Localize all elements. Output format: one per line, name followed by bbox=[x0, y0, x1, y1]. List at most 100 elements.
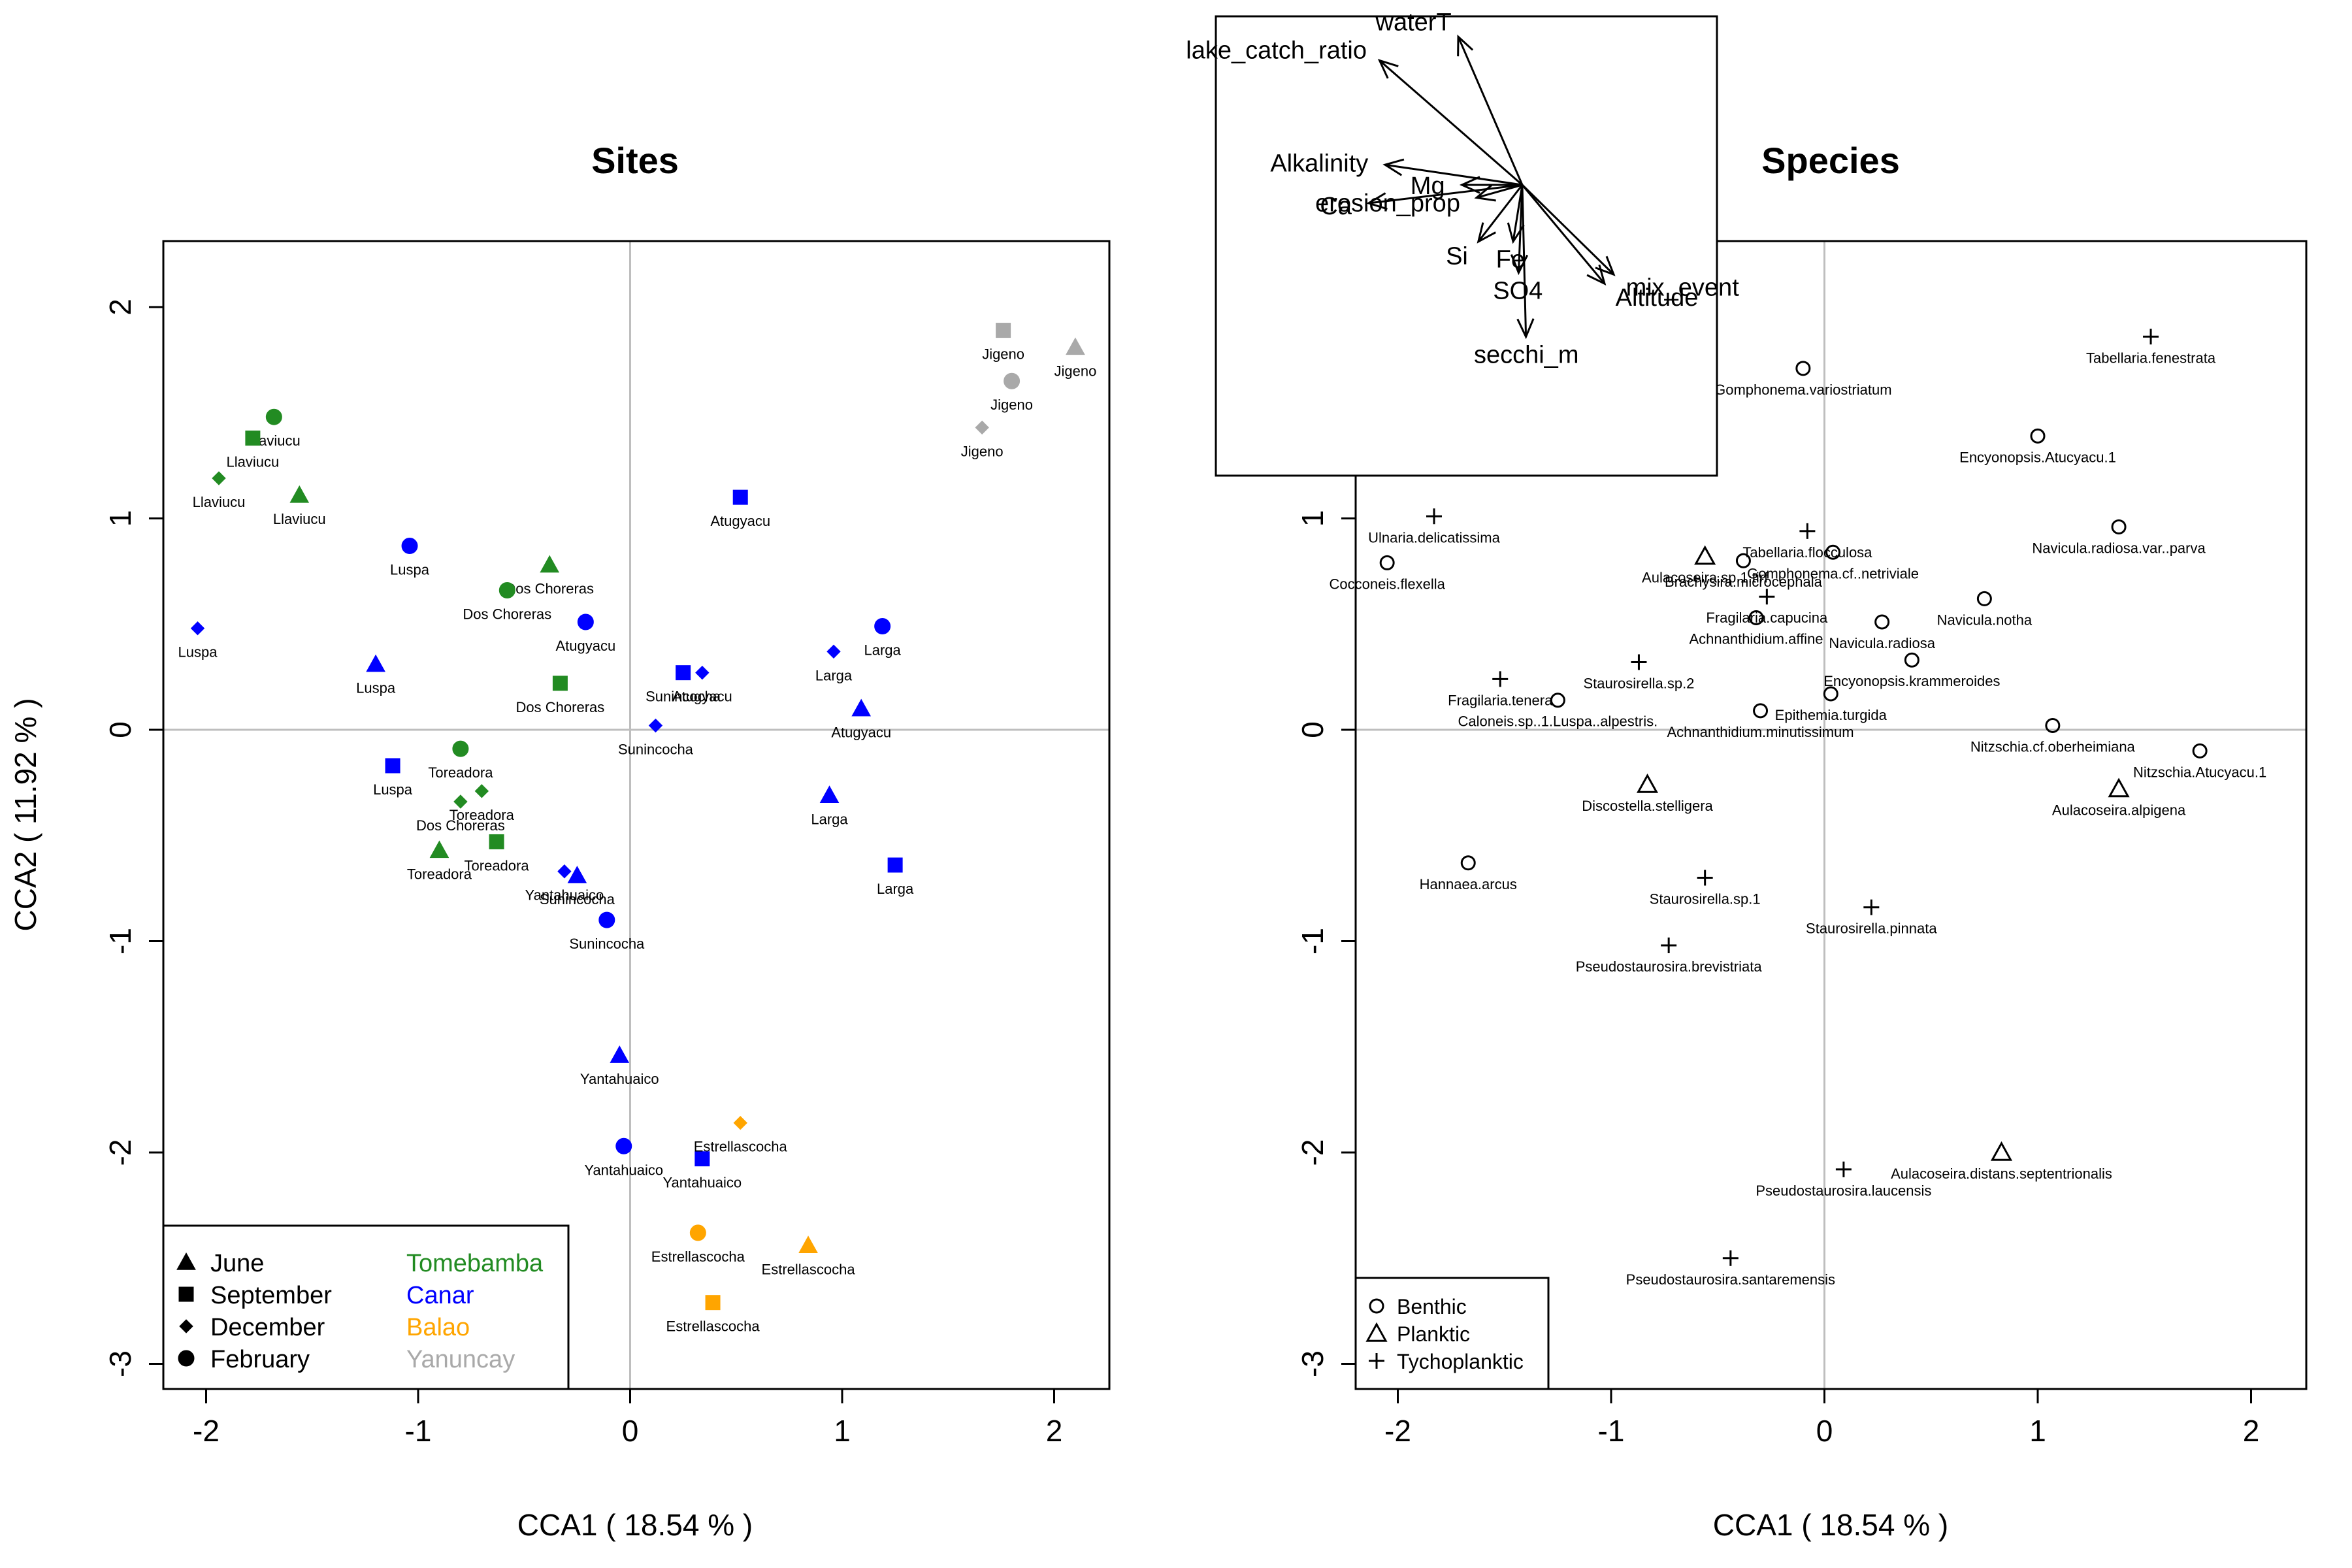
env-vector-arrowhead bbox=[1366, 192, 1388, 210]
legend-month-label: September bbox=[210, 1282, 332, 1309]
site-label: Sunincocha bbox=[618, 742, 694, 758]
site-label: Sunincocha bbox=[645, 689, 721, 705]
sites-y-tick-label: 0 bbox=[103, 721, 137, 738]
site-label: Yantahuaico bbox=[584, 1162, 663, 1178]
sites-x-tick-label: -2 bbox=[193, 1414, 220, 1448]
species-label: Tabellaria.flocculosa bbox=[1742, 544, 1872, 561]
species-marker bbox=[1976, 591, 1992, 606]
species-point: Tabellaria.fenestrata bbox=[2086, 329, 2216, 366]
env-vector-label: Mg bbox=[1411, 172, 1445, 200]
species-marker bbox=[1460, 855, 1476, 871]
environmental-biplot-inset: waterT lake_catch_ratio Alkalinity Ca Mgeros… bbox=[1186, 8, 1739, 477]
site-label: Larga bbox=[877, 881, 914, 897]
site-marker bbox=[874, 617, 891, 634]
site-label: Dos Choreras bbox=[516, 699, 605, 715]
site-marker bbox=[1004, 372, 1021, 389]
site-label: Atugyacu bbox=[710, 513, 770, 529]
site-point: Larga bbox=[815, 644, 853, 683]
env-vector: secchi_m bbox=[1474, 184, 1578, 368]
legend-month-label: June bbox=[210, 1250, 264, 1277]
env-vector-label: waterT bbox=[1375, 8, 1452, 36]
species-marker bbox=[2108, 777, 2130, 798]
site-marker bbox=[887, 857, 903, 873]
site-point: Jigeno bbox=[990, 372, 1033, 413]
legend-circle-marker bbox=[178, 1350, 195, 1367]
env-vector-shaft bbox=[1368, 184, 1523, 204]
site-label: Jigeno bbox=[1054, 363, 1097, 379]
site-point: Estrellascocha bbox=[694, 1116, 788, 1155]
site-marker bbox=[819, 785, 840, 803]
site-point: Sunincocha bbox=[618, 718, 694, 758]
species-point: Navicula.radiosa.var..parva bbox=[2032, 519, 2206, 556]
species-marker bbox=[1636, 774, 1659, 793]
species-label: Aulacoseira.distans.septentrionalis bbox=[1891, 1166, 2112, 1182]
env-vector-label: Alkalinity bbox=[1270, 150, 1368, 177]
site-point: Toreadora bbox=[449, 784, 515, 823]
legend-river-label: Balao bbox=[406, 1314, 470, 1341]
env-vector-shaft bbox=[1379, 59, 1523, 186]
biplot-frame bbox=[1215, 15, 1718, 477]
species-marker bbox=[1426, 508, 1442, 525]
site-point: Luspa bbox=[373, 758, 413, 798]
sites-y-tick-label: -2 bbox=[103, 1139, 137, 1166]
site-label: Yantahuaico bbox=[580, 1071, 659, 1087]
sites-y-axis: -3 -2 -1 0 1 2 bbox=[103, 299, 165, 1377]
env-vector-label: SO4 bbox=[1493, 277, 1543, 304]
legend-triangle-marker bbox=[1365, 1322, 1388, 1342]
env-vector: waterT bbox=[1375, 8, 1524, 186]
site-marker bbox=[694, 1151, 710, 1167]
site-label: Luspa bbox=[356, 680, 396, 696]
species-label: Caloneis.sp..1.Luspa..alpestris. bbox=[1458, 713, 1658, 730]
site-point: Dos Choreras bbox=[505, 555, 594, 597]
sites-y-tick-label: 2 bbox=[103, 299, 137, 316]
species-marker bbox=[1799, 523, 1816, 539]
species-marker bbox=[1722, 1250, 1739, 1266]
site-marker bbox=[429, 840, 449, 858]
legend-river-label: Tomebamba bbox=[406, 1250, 544, 1277]
species-point: Encyonopsis.krammeroides bbox=[1823, 652, 2000, 689]
site-label: Larga bbox=[815, 667, 853, 683]
site-point: Larga bbox=[811, 785, 848, 827]
site-label: Larga bbox=[811, 811, 848, 827]
species-label: Staurosirella.sp.2 bbox=[1583, 675, 1694, 691]
species-point: Brachysira.microcephala bbox=[1665, 553, 1823, 590]
sites-legend: June September December February Tomebamba Ca… bbox=[162, 1224, 570, 1390]
site-point: Estrellascocha bbox=[762, 1235, 856, 1277]
species-marker bbox=[1823, 686, 1838, 702]
species-point: Achnanthidium.affine bbox=[1689, 610, 1823, 647]
species-x-axis-label: CCA1 ( 18.54 % ) bbox=[1713, 1508, 1948, 1542]
species-point: Gomphonema.variostriatum bbox=[1714, 361, 1892, 398]
species-point: Fragilaria.tenera bbox=[1448, 671, 1553, 708]
species-point: Epithemia.turgida bbox=[1775, 686, 1887, 723]
env-vector: Mg bbox=[1411, 172, 1522, 200]
env-vector-shaft bbox=[1512, 184, 1524, 242]
site-label: Luspa bbox=[178, 644, 218, 661]
species-points: Tabellaria.fenestrata Gomphonema.variostr… bbox=[1330, 329, 2266, 1288]
species-zero-lines bbox=[1356, 241, 2306, 1389]
site-point: Toreadora bbox=[407, 840, 472, 882]
legend-month-label: December bbox=[210, 1314, 325, 1341]
site-marker bbox=[598, 911, 615, 928]
sites-y-tick-label: 1 bbox=[103, 510, 137, 527]
species-label: Hannaea.arcus bbox=[1420, 876, 1517, 892]
species-marker bbox=[1697, 870, 1713, 886]
species-label: Achnanthidium.affine bbox=[1689, 631, 1823, 647]
sites-y-axis-label: CCA2 ( 11.92 % ) bbox=[8, 698, 42, 931]
legend-group-label: Planktic bbox=[1397, 1322, 1470, 1346]
site-label: Toreadora bbox=[407, 866, 472, 882]
species-marker bbox=[1631, 654, 1647, 670]
site-point: Toreadora bbox=[465, 834, 529, 874]
species-point: Aulacoseira.alpigena bbox=[2052, 777, 2186, 819]
species-label: Fragilaria.tenera bbox=[1448, 692, 1553, 708]
site-label: Jigeno bbox=[961, 443, 1004, 459]
site-label: Estrellascocha bbox=[762, 1261, 856, 1277]
species-label: Discostella.stelligera bbox=[1582, 798, 1713, 814]
site-label: Estrellascocha bbox=[666, 1318, 760, 1335]
species-marker bbox=[1550, 693, 1565, 708]
species-y-tick-label: -1 bbox=[1296, 928, 1330, 955]
site-point: Sunincocha bbox=[645, 665, 721, 705]
legend-month-label: February bbox=[210, 1346, 310, 1373]
legend-group-label: Benthic bbox=[1397, 1295, 1467, 1318]
sites-legend-box bbox=[162, 1224, 570, 1390]
env-vector-label: Altitude bbox=[1616, 284, 1699, 312]
